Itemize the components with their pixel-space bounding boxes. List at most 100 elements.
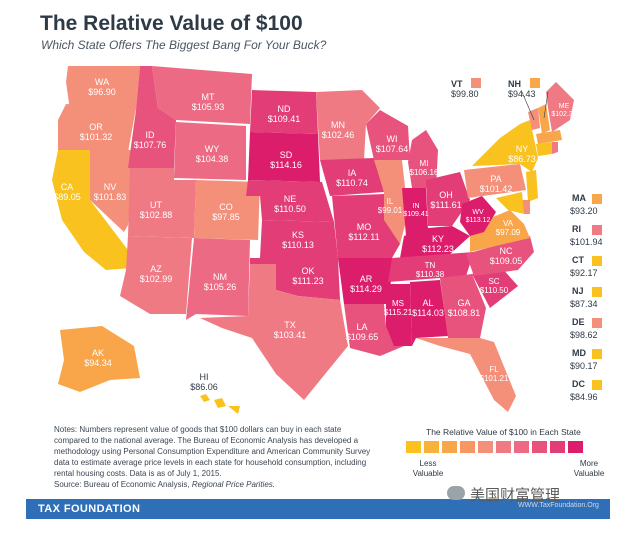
state-OK[interactable] (250, 258, 340, 300)
state-NC[interactable] (466, 236, 534, 276)
state-label-MS: MS (392, 299, 404, 308)
list-item: DE $98.62 (540, 317, 620, 348)
state-AR[interactable] (338, 258, 394, 304)
list-item: DC $84.96 (540, 379, 620, 410)
state-value-AZ: $102.99 (140, 274, 173, 284)
state-CA[interactable] (52, 150, 134, 270)
state-NY[interactable] (472, 120, 538, 172)
legend-title: The Relative Value of $100 in Each State (426, 427, 581, 437)
state-IL[interactable] (374, 160, 408, 244)
state-ME[interactable] (546, 82, 574, 132)
ne-swatch (592, 194, 602, 204)
state-PA[interactable] (464, 164, 526, 198)
state-RI[interactable] (552, 142, 558, 154)
state-ID[interactable] (128, 66, 176, 168)
state-value-NY: $86.73 (508, 154, 536, 164)
state-label-OR: OR (89, 122, 103, 132)
state-MS[interactable] (386, 284, 412, 346)
footer-bar: TAX FOUNDATION (26, 499, 610, 519)
list-item: MA $93.20 (540, 193, 620, 224)
state-CO[interactable] (194, 180, 260, 240)
state-value-WV: $113.12 (466, 217, 491, 224)
state-label-UT: UT (150, 200, 162, 210)
state-label-FL: FL (489, 365, 499, 374)
state-FL[interactable] (416, 338, 516, 412)
state-HI[interactable] (200, 394, 240, 414)
state-label-CO: CO (219, 202, 233, 212)
state-value-AK: $94.34 (84, 358, 112, 368)
state-value-GA: $108.81 (448, 308, 481, 318)
ne-abbr: DC (572, 379, 585, 389)
state-OH[interactable] (426, 172, 470, 226)
state-TX[interactable] (200, 264, 348, 400)
ne-abbr: MD (572, 348, 586, 358)
state-MT[interactable] (152, 66, 252, 124)
state-value-KS: $110.13 (282, 240, 314, 250)
source-title: Regional Price Parities. (191, 480, 276, 489)
legend-swatch (478, 441, 493, 453)
state-label-WA: WA (95, 77, 109, 87)
state-VA[interactable] (470, 210, 530, 252)
legend-swatch (532, 441, 547, 453)
watermark-url: WWW.TaxFoundation.Org (518, 502, 599, 509)
state-MN[interactable] (316, 90, 380, 160)
state-NJ[interactable] (526, 170, 538, 202)
state-value-OH: $111.61 (430, 200, 461, 210)
state-MA[interactable] (536, 130, 562, 144)
state-CT[interactable] (536, 142, 552, 156)
state-NV[interactable] (90, 150, 136, 232)
state-OR[interactable] (58, 104, 136, 152)
state-label-AR: AR (360, 274, 373, 284)
state-label-NC: NC (500, 246, 513, 256)
state-MO[interactable] (332, 194, 400, 258)
state-value-LA: $109.65 (346, 332, 379, 342)
state-AL[interactable] (410, 280, 448, 346)
state-KY[interactable] (400, 226, 470, 258)
state-label-KS: KS (292, 230, 304, 240)
callout-lines (521, 91, 549, 121)
state-WI[interactable] (366, 110, 410, 160)
state-label-NY: NY (516, 144, 529, 154)
state-WA[interactable] (66, 66, 140, 110)
state-GA[interactable] (440, 274, 486, 338)
state-value-NC: $109.05 (490, 256, 523, 266)
state-TN[interactable] (388, 252, 474, 282)
state-SC[interactable] (472, 266, 518, 308)
state-KS[interactable] (260, 220, 338, 258)
state-ND[interactable] (250, 90, 318, 134)
state-MI[interactable] (408, 130, 438, 188)
state-label-VA: VA (503, 219, 514, 228)
state-WV[interactable] (460, 196, 496, 236)
state-WY[interactable] (174, 122, 246, 180)
state-label-NM: NM (213, 272, 227, 282)
state-label-NE: NE (284, 194, 297, 204)
state-value-MS: $115.21 (384, 308, 413, 317)
state-SD[interactable] (248, 132, 320, 182)
state-AZ[interactable] (120, 236, 192, 314)
state-value-IA: $110.74 (336, 178, 368, 188)
state-UT[interactable] (128, 168, 196, 238)
state-NM[interactable] (186, 238, 250, 320)
state-label-LA: LA (356, 322, 367, 332)
legend-swatch (514, 441, 529, 453)
state-value-TN: $110.38 (416, 270, 445, 279)
state-value-TX: $103.41 (274, 330, 307, 340)
state-value-WI: $107.64 (376, 144, 409, 154)
state-AK[interactable] (58, 326, 140, 392)
state-LA[interactable] (344, 304, 404, 356)
state-MD[interactable] (496, 192, 524, 214)
state-IA[interactable] (320, 158, 384, 196)
state-value-MT: $105.93 (192, 102, 225, 112)
state-NE[interactable] (246, 180, 334, 222)
state-value-CO: $97.85 (212, 212, 240, 222)
state-value-FL: $101.21 (480, 374, 509, 383)
state-DE[interactable] (522, 200, 530, 214)
footer-brand: TAX FOUNDATION (38, 503, 141, 515)
list-item: CT $92.17 (540, 255, 620, 286)
state-value-OR: $101.32 (80, 132, 113, 142)
state-value-MO: $112.11 (348, 232, 379, 242)
state-IN[interactable] (402, 188, 428, 236)
state-NH[interactable] (538, 104, 550, 134)
ne-swatch (592, 380, 602, 390)
